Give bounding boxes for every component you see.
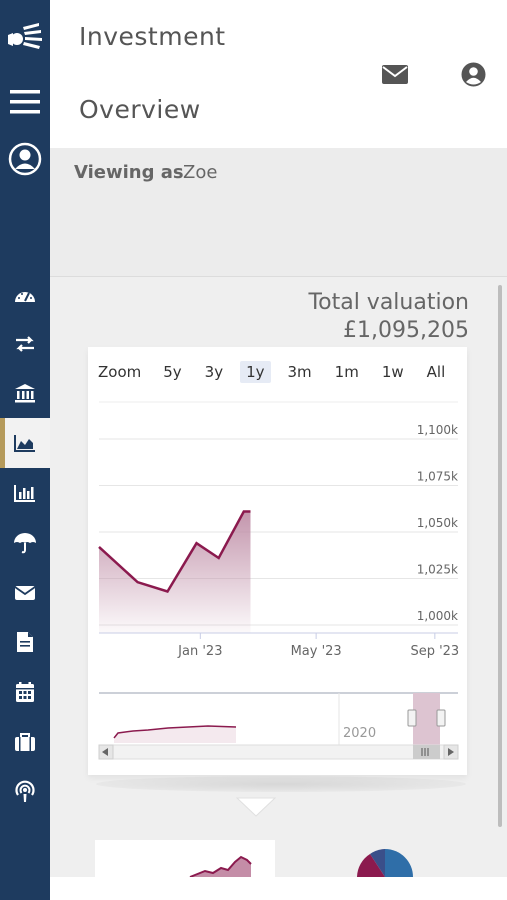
transfer-icon	[16, 336, 34, 352]
grip-icon	[421, 748, 429, 756]
sidebar-item-protection[interactable]	[0, 530, 50, 556]
viewing-as-user[interactable]: Zoe	[183, 162, 218, 183]
zoom-3y-button[interactable]: 3y	[204, 363, 224, 381]
bank-icon	[15, 384, 35, 403]
envelope-icon	[382, 65, 408, 84]
dashboard-icon	[15, 292, 35, 302]
navigator-scrollbar-thumb[interactable]	[413, 745, 440, 759]
sidebar-item-investments[interactable]	[0, 431, 50, 455]
chart-plot: 1,000k 1,025k 1,050k 1,075k 1,100k Jan '23 Ma…	[98, 401, 459, 760]
menu-icon	[10, 90, 40, 114]
profile-button[interactable]	[0, 140, 50, 178]
sidebar-item-transfers[interactable]	[0, 332, 50, 356]
account-circle-icon	[461, 62, 486, 87]
bar-chart-icon	[14, 485, 35, 502]
podcast-icon	[15, 780, 35, 802]
menu-button[interactable]	[0, 85, 50, 119]
navigator-selected-range[interactable]	[413, 693, 440, 745]
page-title-line1: Investment	[79, 22, 226, 51]
navigator-scrollbar-track[interactable]	[98, 744, 459, 760]
y-tick-label: 1,000k	[417, 609, 458, 623]
page-title-line2: Overview	[79, 95, 201, 124]
sidebar-active-indicator	[0, 418, 5, 468]
mini-chart-thumbnail[interactable]	[95, 840, 275, 877]
expand-button[interactable]	[235, 796, 277, 822]
account-button[interactable]	[461, 62, 486, 91]
arrow-left-icon	[102, 748, 108, 756]
arrow-right-icon	[448, 748, 454, 756]
navigator-line	[113, 725, 237, 739]
zoom-3m-button[interactable]: 3m	[287, 363, 312, 381]
chevron-down-icon	[235, 797, 277, 817]
area-chart-icon	[14, 435, 35, 452]
footer-bar	[50, 877, 507, 900]
x-tick-label: Jan '23	[177, 644, 222, 659]
sidebar-item-portfolio[interactable]	[0, 730, 50, 754]
total-valuation-label: Total valuation	[308, 290, 469, 315]
sidebar-item-documents[interactable]	[0, 630, 50, 654]
zoom-5y-button[interactable]: 5y	[163, 363, 182, 381]
x-tick-label: May '23	[291, 644, 342, 659]
navigator-year-label: 2020	[343, 726, 376, 741]
navigator-area	[114, 726, 236, 743]
sidebar-active-highlight	[0, 418, 50, 468]
zoom-all-button[interactable]: All	[426, 363, 446, 381]
messages-button[interactable]	[382, 65, 408, 89]
sidebar-item-messages[interactable]	[0, 581, 50, 605]
range-navigator[interactable]: 2020	[98, 692, 459, 760]
viewing-as-panel: Viewing as Zoe	[50, 148, 507, 277]
zoom-1m-button[interactable]: 1m	[334, 363, 359, 381]
y-tick-label: 1,050k	[417, 516, 458, 530]
zoom-1w-button[interactable]: 1w	[381, 363, 404, 381]
mini-pie-chart	[357, 849, 413, 877]
briefcase-icon	[15, 733, 35, 751]
navigator-handle-left[interactable]	[407, 709, 417, 727]
valuation-chart: Zoom 5y 3y 1y 3m 1m 1w All 1,000k 1,025k 1…	[88, 347, 467, 775]
sidebar-item-calendar[interactable]	[0, 680, 50, 704]
logo-icon	[8, 23, 42, 49]
viewing-as-label: Viewing as	[74, 162, 184, 183]
page-scrollbar[interactable]	[498, 285, 502, 827]
envelope-icon	[14, 586, 36, 600]
mini-area-chart	[189, 855, 252, 877]
y-tick-label: 1,075k	[417, 470, 458, 484]
zoom-label: Zoom	[98, 363, 142, 381]
profile-icon	[8, 142, 42, 176]
sidebar-item-accounts[interactable]	[0, 381, 50, 405]
sidebar-item-reports[interactable]	[0, 481, 50, 505]
document-icon	[17, 632, 33, 652]
zoom-1y-button[interactable]: 1y	[240, 361, 271, 383]
sidebar-item-podcasts[interactable]	[0, 779, 50, 805]
series-line	[98, 510, 251, 593]
total-valuation-value: £1,095,205	[343, 318, 469, 343]
navigator-handle-right[interactable]	[436, 709, 446, 727]
x-tick-label: Sep '23	[410, 644, 459, 659]
umbrella-icon	[14, 533, 36, 554]
sidebar	[0, 0, 50, 900]
y-tick-label: 1,100k	[417, 423, 458, 437]
calendar-icon	[16, 682, 34, 702]
logo[interactable]	[0, 18, 50, 56]
sidebar-item-dashboard[interactable]	[0, 283, 50, 307]
card-shadow	[96, 776, 466, 792]
zoom-selector: Zoom 5y 3y 1y 3m 1m 1w All	[98, 359, 462, 385]
mini-pie-thumbnail[interactable]	[340, 840, 430, 877]
series-area	[99, 511, 251, 633]
y-tick-label: 1,025k	[417, 563, 458, 577]
page-header: Investment Overview	[50, 0, 507, 148]
